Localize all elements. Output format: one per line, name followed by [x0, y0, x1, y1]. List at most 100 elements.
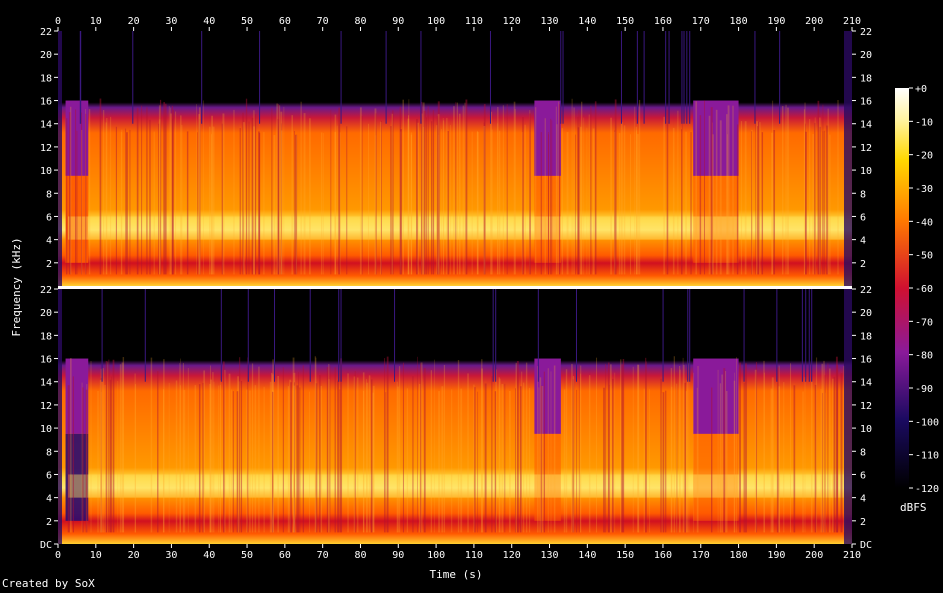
spectral-streak [525, 362, 528, 533]
spectral-streak [681, 117, 683, 275]
spectral-streak [676, 383, 678, 533]
spectral-streak [608, 384, 610, 533]
spectral-streak [565, 369, 568, 533]
colorbar-tick-label: +0 [915, 84, 927, 95]
x-axis-label: Time (s) [430, 568, 483, 581]
spectral-streak [296, 385, 299, 533]
spectral-streak [576, 389, 578, 533]
spectral-streak [793, 385, 796, 533]
spectral-streak [610, 364, 612, 533]
spectral-streak [495, 369, 497, 533]
spectral-streak [804, 377, 806, 533]
spectral-streak [588, 375, 591, 533]
spectral-streak [586, 127, 588, 275]
spectral-streak [269, 381, 272, 533]
spectral-streak [426, 117, 427, 275]
spectral-streak [417, 122, 419, 275]
spectral-streak [179, 358, 181, 533]
start-fade [58, 289, 62, 544]
spectral-streak [430, 370, 433, 533]
spectral-streak [555, 106, 557, 275]
spectral-streak [690, 132, 692, 275]
spectral-streak [126, 132, 128, 275]
x-tick-label: 70 [317, 16, 329, 27]
spectral-streak [758, 121, 760, 275]
spectral-streak [816, 357, 818, 533]
y-tick-label: 18 [40, 73, 52, 84]
spectral-streak [396, 381, 398, 533]
spectral-streak [471, 131, 473, 275]
spectral-streak [159, 99, 162, 275]
spectral-streak [278, 105, 281, 275]
spectral-streak [809, 119, 811, 275]
end-fade [844, 289, 852, 544]
spectral-streak [242, 112, 244, 275]
y-tick-label: 10 [40, 166, 52, 177]
spectral-streak [561, 128, 564, 275]
spectral-streak [90, 361, 92, 533]
colorbar: +0 -10 -20 -30 -40 -50 -60 -70 -80 -90 -100 -110 -12… [895, 84, 939, 514]
y-tick-label: 10 [860, 424, 872, 435]
y-tick-label: 2 [860, 259, 866, 270]
spectral-streak [829, 368, 831, 533]
spectral-streak [824, 392, 826, 533]
spectral-streak [334, 131, 336, 275]
spectral-streak [222, 113, 225, 275]
spectral-streak [158, 105, 161, 275]
spectral-streak [112, 359, 115, 533]
spectral-streak [320, 385, 323, 533]
x-tick-label: 40 [203, 16, 215, 27]
spectral-streak [673, 356, 675, 533]
spectral-streak [134, 373, 136, 533]
spectral-streak [107, 361, 109, 533]
y-tick-label: 6 [46, 212, 52, 223]
spectral-streak [171, 118, 173, 275]
spectral-streak [578, 365, 580, 533]
spectral-streak [330, 109, 332, 275]
spectral-streak [804, 102, 806, 275]
spectral-streak [677, 110, 679, 275]
spectral-streak [751, 131, 753, 275]
spectral-streak [822, 104, 824, 275]
spectral-streak [88, 109, 91, 275]
spectral-streak [163, 359, 165, 533]
spectral-streak [295, 134, 298, 275]
spectral-streak [121, 129, 123, 275]
spectral-streak [175, 111, 177, 275]
spectral-streak [823, 360, 825, 533]
y-tick-label: 2 [46, 517, 52, 528]
spectral-streak [824, 375, 826, 533]
spectral-streak [198, 107, 201, 275]
x-tick-label: 210 [843, 16, 861, 27]
lower-channel-spectrogram [58, 289, 852, 544]
y-tick-label: 8 [860, 189, 866, 200]
spectral-streak [835, 356, 838, 533]
spectral-streak [540, 385, 543, 533]
spectral-streak [739, 362, 741, 533]
spectral-streak [81, 129, 83, 275]
spectral-streak [398, 366, 401, 533]
spectral-streak [182, 362, 184, 533]
colorbar-tick-label: -40 [915, 217, 933, 228]
spectral-streak [727, 134, 728, 275]
spectral-streak [97, 390, 99, 533]
spectral-streak [163, 102, 166, 275]
spectral-streak [248, 121, 250, 275]
spectral-streak [400, 129, 403, 275]
spectral-streak [607, 362, 610, 533]
spectral-streak [697, 365, 699, 533]
spectral-streak [280, 123, 282, 275]
spectral-streak [513, 101, 516, 275]
spectral-streak [150, 357, 153, 533]
spectral-streak [506, 104, 508, 275]
spectral-streak [822, 131, 824, 275]
x-tick-label: 20 [128, 16, 140, 27]
spectral-streak [368, 375, 371, 533]
spectral-streak [638, 99, 641, 275]
spectral-streak [498, 377, 501, 533]
spectral-streak [212, 372, 214, 533]
spectral-streak [374, 108, 377, 275]
quiet-segment-lower [534, 175, 561, 263]
spectral-streak [194, 385, 197, 533]
